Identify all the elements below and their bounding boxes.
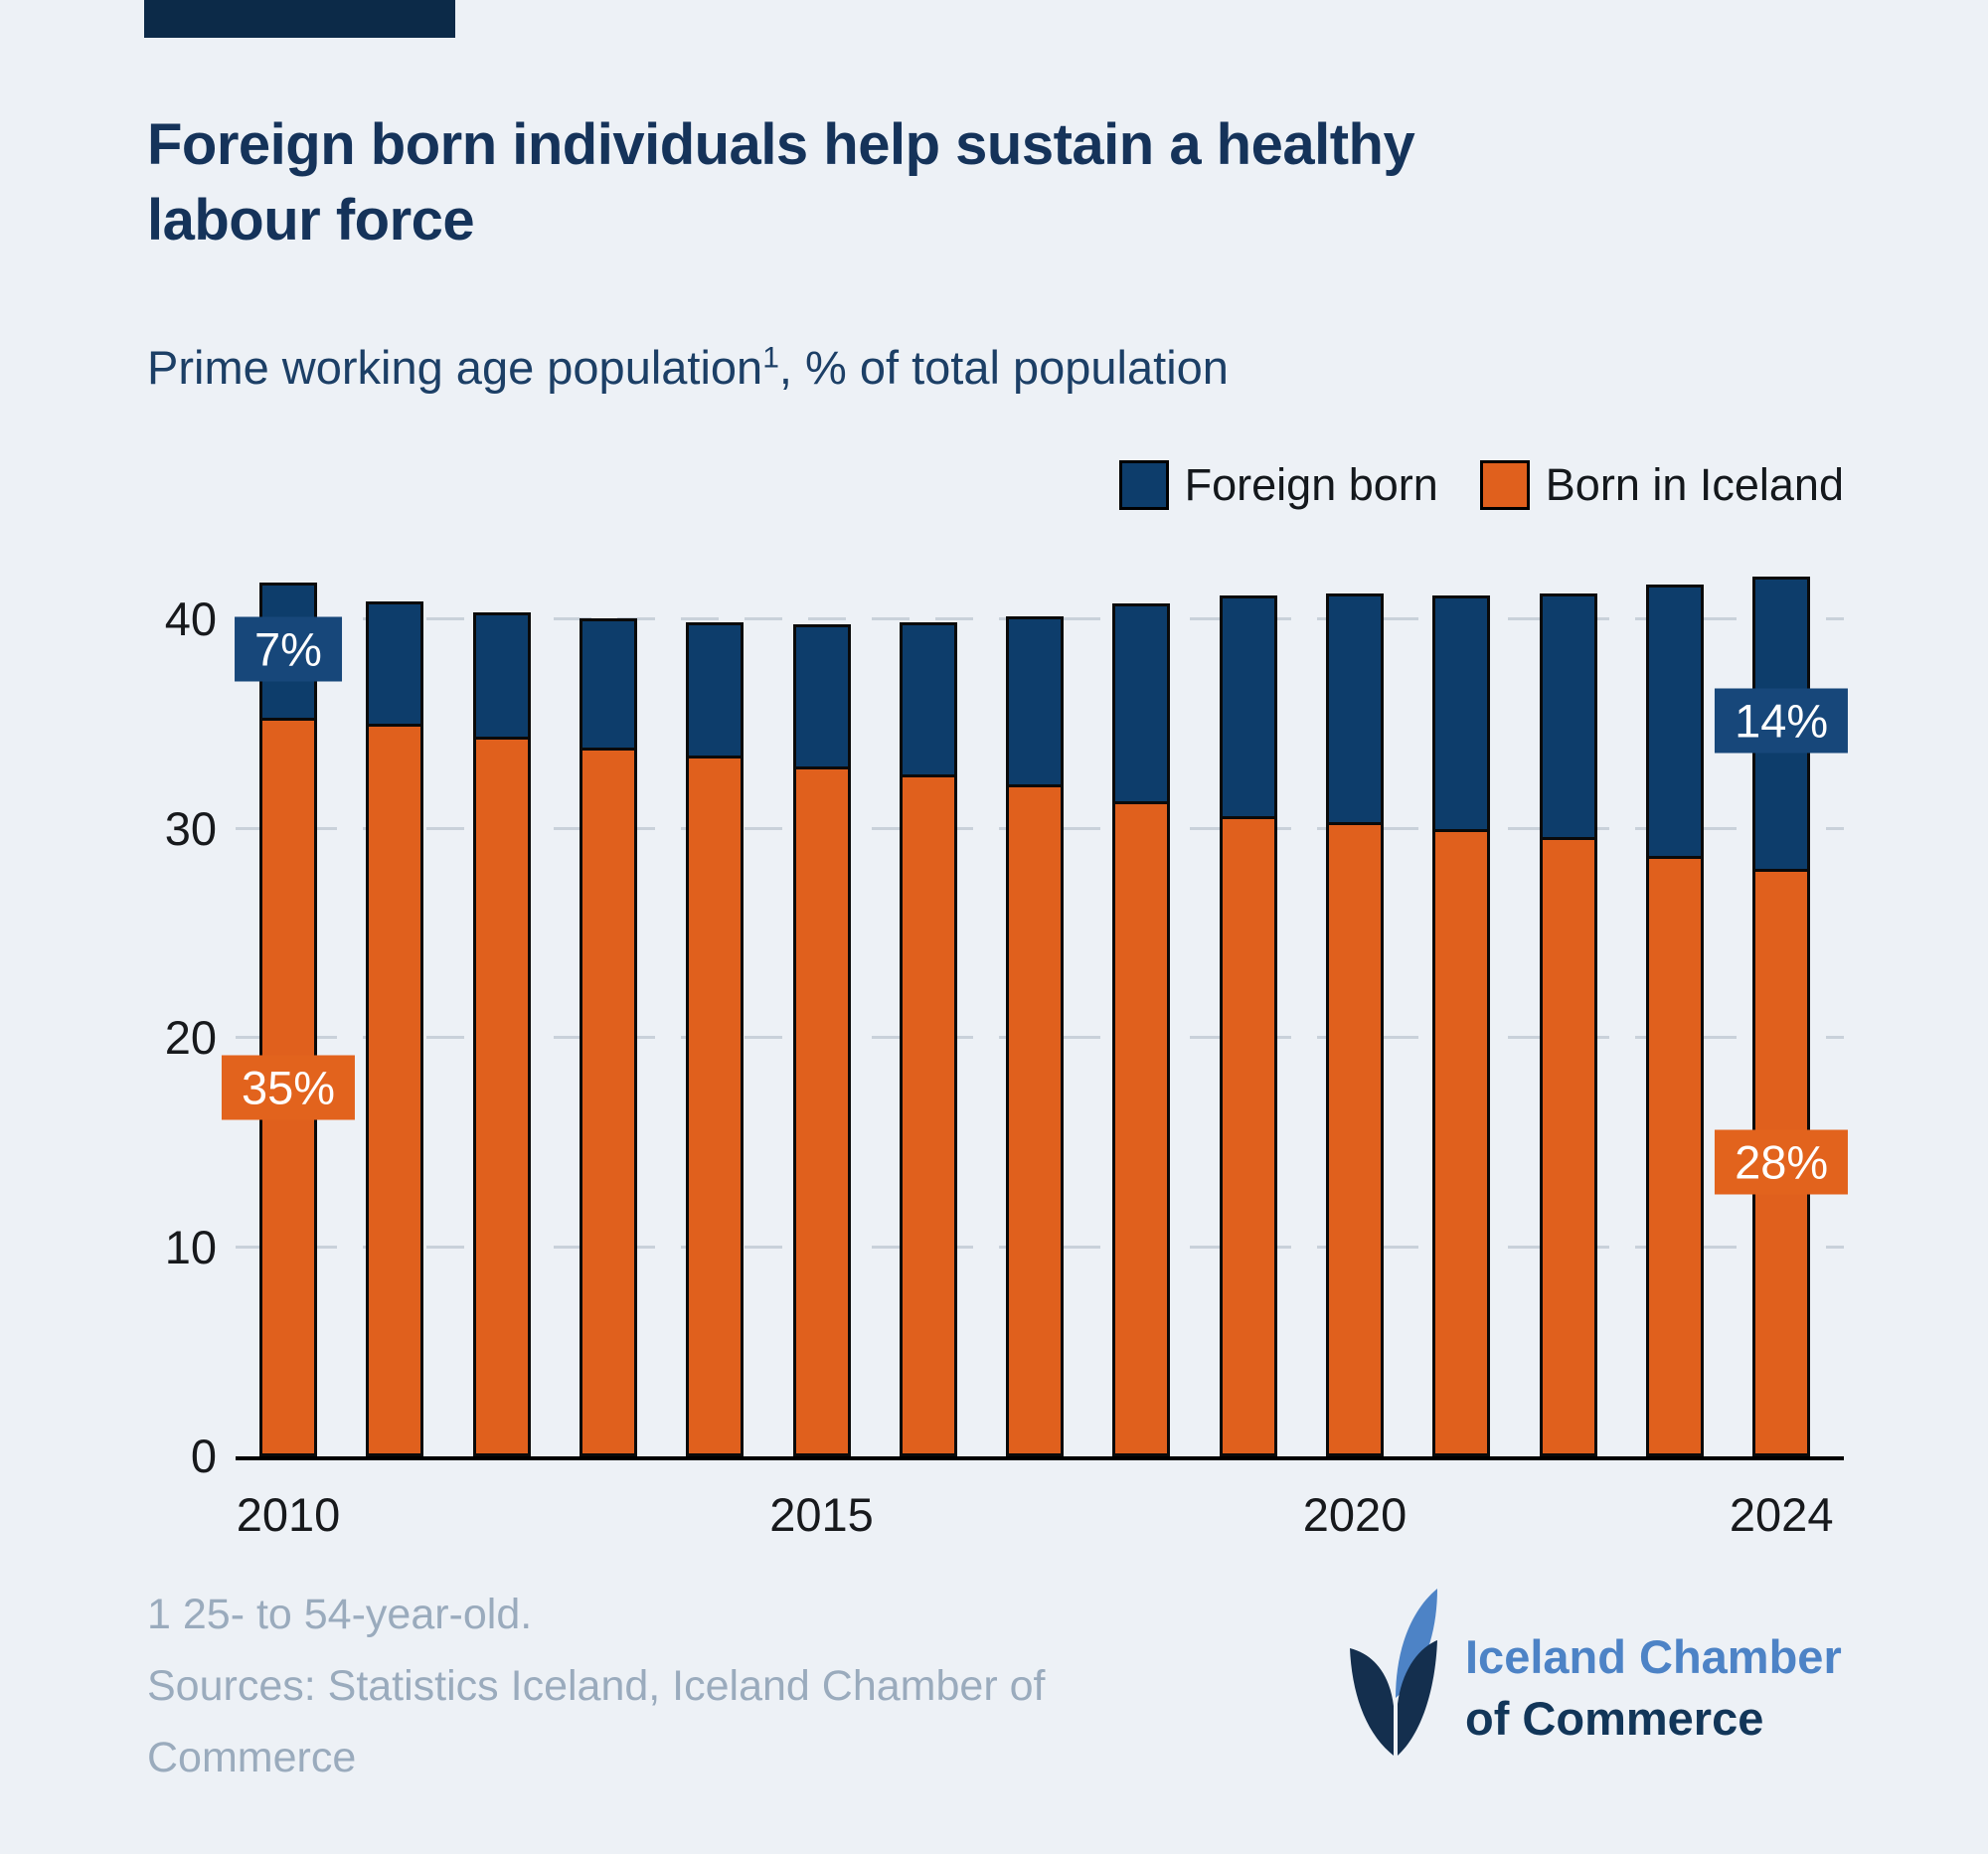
iceland-chamber-logo: Iceland Chamber of Commerce bbox=[1348, 1587, 1842, 1775]
logo-text-line1: Iceland Chamber bbox=[1465, 1630, 1842, 1683]
bar-2022 bbox=[1539, 592, 1597, 1456]
logo-leaf-icon bbox=[1350, 1589, 1437, 1756]
segment-born-in-iceland-2020 bbox=[1326, 822, 1384, 1456]
segment-born-in-iceland-2022 bbox=[1539, 837, 1597, 1456]
y-tick-40: 40 bbox=[164, 592, 217, 646]
bar-2011 bbox=[366, 601, 424, 1456]
bar-2016 bbox=[899, 622, 957, 1456]
segment-foreign-born-2021 bbox=[1432, 594, 1491, 832]
segment-foreign-born-2022 bbox=[1539, 592, 1597, 841]
segment-born-in-iceland-2018 bbox=[1112, 801, 1171, 1456]
segment-foreign-born-2018 bbox=[1112, 603, 1171, 805]
bar-2014 bbox=[686, 622, 745, 1456]
footnote-text: 1 25- to 54-year-old. bbox=[147, 1591, 533, 1638]
segment-foreign-born-2016 bbox=[899, 622, 957, 777]
footnote-marker: 1 bbox=[762, 341, 779, 375]
segment-born-in-iceland-2019 bbox=[1219, 816, 1277, 1456]
logo-text-line2: of Commerce bbox=[1465, 1692, 1764, 1745]
segment-born-in-iceland-2021 bbox=[1432, 828, 1491, 1456]
segment-foreign-born-2013 bbox=[579, 618, 637, 751]
bar-2015 bbox=[792, 624, 851, 1456]
logo-text: Iceland Chamber of Commerce bbox=[1465, 1626, 1842, 1750]
chart-subtitle: Prime working age population1, % of tota… bbox=[147, 341, 1229, 394]
segment-foreign-born-2020 bbox=[1326, 592, 1384, 826]
bar-2023 bbox=[1645, 585, 1704, 1456]
sources-line2: Commerce bbox=[147, 1734, 357, 1781]
legend-label: Born in Iceland bbox=[1545, 459, 1844, 510]
plot-area: 7% 35% 14% 28% bbox=[221, 515, 1849, 1460]
bar-2021 bbox=[1432, 594, 1491, 1456]
value-label-2010-born-in-iceland: 35% bbox=[221, 1055, 356, 1120]
bar-2012 bbox=[472, 611, 531, 1456]
y-tick-10: 10 bbox=[164, 1220, 217, 1273]
segment-born-in-iceland-2011 bbox=[366, 724, 424, 1456]
segment-born-in-iceland-2017 bbox=[1006, 784, 1065, 1456]
bar-2010 bbox=[259, 583, 317, 1456]
x-tick-2020: 2020 bbox=[1302, 1488, 1408, 1541]
source-note: 1 25- to 54-year-old. Sources: Statistic… bbox=[147, 1579, 1290, 1793]
x-tick-2010: 2010 bbox=[236, 1488, 341, 1541]
y-tick-20: 20 bbox=[164, 1011, 217, 1065]
y-tick-30: 30 bbox=[164, 801, 217, 855]
page-title: Foreign born individuals help sustain a … bbox=[147, 107, 1698, 258]
title-line2: labour force bbox=[147, 188, 475, 253]
bar-2018 bbox=[1112, 603, 1171, 1456]
segment-foreign-born-2012 bbox=[472, 611, 531, 741]
legend-swatch-icon bbox=[1479, 460, 1530, 510]
segment-born-in-iceland-2023 bbox=[1645, 856, 1704, 1456]
segment-born-in-iceland-2016 bbox=[899, 773, 957, 1456]
bar-2020 bbox=[1326, 592, 1384, 1456]
legend-item-foreign-born: Foreign born bbox=[1118, 459, 1438, 511]
legend-swatch-icon bbox=[1118, 460, 1169, 510]
value-label-2010-foreign-born: 7% bbox=[235, 616, 342, 682]
bar-2013 bbox=[579, 618, 637, 1456]
chart-legend: Foreign born Born in Iceland bbox=[1118, 459, 1844, 511]
segment-foreign-born-2019 bbox=[1219, 594, 1277, 820]
value-label-2024-born-in-iceland: 28% bbox=[1715, 1129, 1849, 1195]
x-tick-2024: 2024 bbox=[1729, 1488, 1834, 1541]
segment-foreign-born-2015 bbox=[792, 624, 851, 769]
segment-born-in-iceland-2013 bbox=[579, 747, 637, 1456]
sources-line1: Sources: Statistics Iceland, Iceland Cha… bbox=[147, 1662, 1046, 1710]
segment-born-in-iceland-2014 bbox=[686, 756, 745, 1456]
brand-flag-bar bbox=[144, 0, 455, 38]
segment-born-in-iceland-2012 bbox=[472, 737, 531, 1456]
segment-born-in-iceland-2015 bbox=[792, 765, 851, 1456]
bar-2017 bbox=[1006, 615, 1065, 1456]
y-tick-0: 0 bbox=[190, 1430, 217, 1482]
value-label-2024-foreign-born: 14% bbox=[1715, 688, 1849, 754]
segment-foreign-born-2017 bbox=[1006, 615, 1065, 788]
segment-foreign-born-2011 bbox=[366, 601, 424, 728]
legend-item-born-in-iceland: Born in Iceland bbox=[1479, 459, 1844, 511]
x-tick-2015: 2015 bbox=[769, 1488, 874, 1541]
segment-foreign-born-2023 bbox=[1645, 585, 1704, 860]
title-line1: Foreign born individuals help sustain a … bbox=[147, 112, 1415, 177]
bar-2019 bbox=[1219, 594, 1277, 1456]
segment-foreign-born-2014 bbox=[686, 622, 745, 759]
legend-label: Foreign born bbox=[1184, 459, 1438, 510]
